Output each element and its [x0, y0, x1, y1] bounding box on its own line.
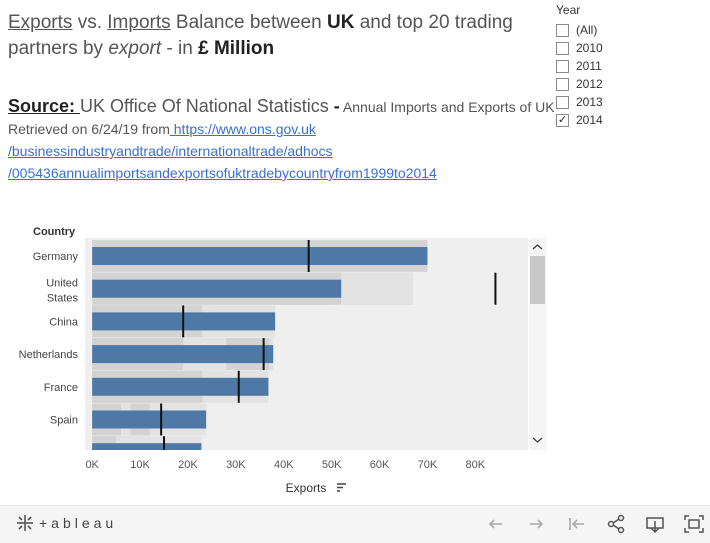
year-option-label: 2010: [576, 41, 603, 55]
source-label: Source:: [8, 96, 81, 116]
checkbox-icon[interactable]: [556, 23, 569, 37]
source-link[interactable]: https://www.ons.gov.uk/businessindustrya…: [8, 121, 556, 184]
checkbox-icon[interactable]: [556, 41, 569, 55]
source-dash: -: [333, 96, 340, 116]
year-option[interactable]: 2010: [556, 39, 666, 57]
year-option-label: (All): [576, 23, 598, 37]
bar-chart: Country Germany United States China Netherlan…: [0, 220, 560, 500]
chart-title: Exports vs. Imports Balance between UK a…: [8, 10, 528, 62]
revert-icon[interactable]: [564, 512, 588, 536]
checkbox-icon[interactable]: [556, 95, 569, 109]
title-unit: £ Million: [198, 38, 275, 59]
title-export-word: export: [108, 38, 162, 59]
title-imports-word: Imports: [107, 12, 171, 33]
checkbox-icon[interactable]: [556, 59, 569, 73]
scroll-up-icon: [532, 244, 543, 250]
export-bar: [92, 247, 428, 265]
x-tick-label: 60K: [370, 459, 390, 471]
sort-icon: [337, 483, 346, 492]
tableau-logo[interactable]: +ableau: [15, 513, 117, 533]
share-icon[interactable]: [604, 512, 628, 536]
tableau-logo-text: +ableau: [39, 515, 118, 531]
scrollbar-thumb: [530, 256, 545, 304]
country-label: Netherlands: [19, 349, 79, 361]
country-label: France: [44, 382, 78, 394]
export-bar: [92, 279, 342, 298]
x-tick-label: 0K: [85, 459, 99, 471]
country-label: States: [47, 293, 79, 305]
plot-area: [92, 240, 497, 450]
country-label: China: [49, 316, 79, 328]
x-tick-label: 50K: [322, 459, 342, 471]
year-option[interactable]: (All): [556, 21, 666, 39]
source-name: UK Office Of National Statistics: [80, 96, 334, 116]
source-block: Source: UK Office Of National Statistics…: [8, 95, 556, 184]
x-tick-label: 70K: [418, 459, 438, 471]
checkbox-icon[interactable]: [556, 77, 569, 91]
year-option[interactable]: ✓ 2014: [556, 111, 666, 129]
undo-icon[interactable]: [484, 512, 508, 536]
country-label: Spain: [50, 415, 78, 427]
fullscreen-icon[interactable]: [682, 512, 706, 536]
x-axis-title: Exports: [286, 481, 327, 495]
year-option[interactable]: 2012: [556, 75, 666, 93]
source-link-line[interactable]: https://www.ons.gov.uk: [169, 121, 316, 137]
download-icon[interactable]: [643, 512, 667, 536]
year-filter-title: Year: [556, 3, 581, 17]
year-filter: Year (All) 2010 2011 2012 2013 ✓ 2014: [556, 3, 666, 129]
year-option-label: 2013: [576, 95, 603, 109]
source-description: Annual Imports and Exports of UK: [339, 99, 555, 115]
title-vs: vs.: [72, 12, 108, 33]
title-uk: UK: [326, 12, 355, 33]
country-label: Germany: [33, 251, 79, 263]
export-bar: [92, 443, 202, 450]
title-balance: Balance between: [170, 12, 327, 33]
x-tick-label: 20K: [178, 459, 198, 471]
redo-icon[interactable]: [524, 512, 548, 536]
country-label: United: [46, 278, 78, 290]
tableau-toolbar: +ableau: [0, 505, 710, 543]
x-tick-label: 10K: [130, 459, 150, 471]
year-option[interactable]: 2013: [556, 93, 666, 111]
title-in: - in: [161, 38, 199, 59]
bar-chart-svg: Country Germany United States China Netherlan…: [19, 226, 546, 495]
tableau-logo-icon: [17, 515, 33, 531]
x-tick-label: 80K: [466, 459, 486, 471]
title-exports-word: Exports: [8, 12, 73, 33]
source-link-line[interactable]: /005436annualimportsandexportsofuktradeb…: [8, 165, 437, 181]
title-partners: and top 20 trading partners by: [8, 12, 513, 59]
year-option-label: 2011: [576, 59, 602, 73]
row-header: Country: [33, 226, 76, 238]
export-bar: [92, 345, 274, 364]
year-option-label: 2014: [576, 113, 603, 127]
checkbox-checked-icon[interactable]: ✓: [556, 113, 569, 127]
export-bar: [92, 410, 207, 429]
scroll-down-icon: [532, 437, 543, 443]
x-tick-label: 30K: [226, 459, 246, 471]
source-retrieved: Retrieved on 6/24/19 from: [8, 121, 170, 137]
year-option[interactable]: 2011: [556, 57, 666, 75]
year-filter-list: (All) 2010 2011 2012 2013 ✓ 2014: [556, 21, 666, 129]
source-link-line[interactable]: /businessindustryandtrade/internationalt…: [8, 143, 333, 159]
export-bar: [92, 377, 269, 396]
year-option-label: 2012: [576, 77, 603, 91]
x-tick-label: 40K: [274, 459, 294, 471]
